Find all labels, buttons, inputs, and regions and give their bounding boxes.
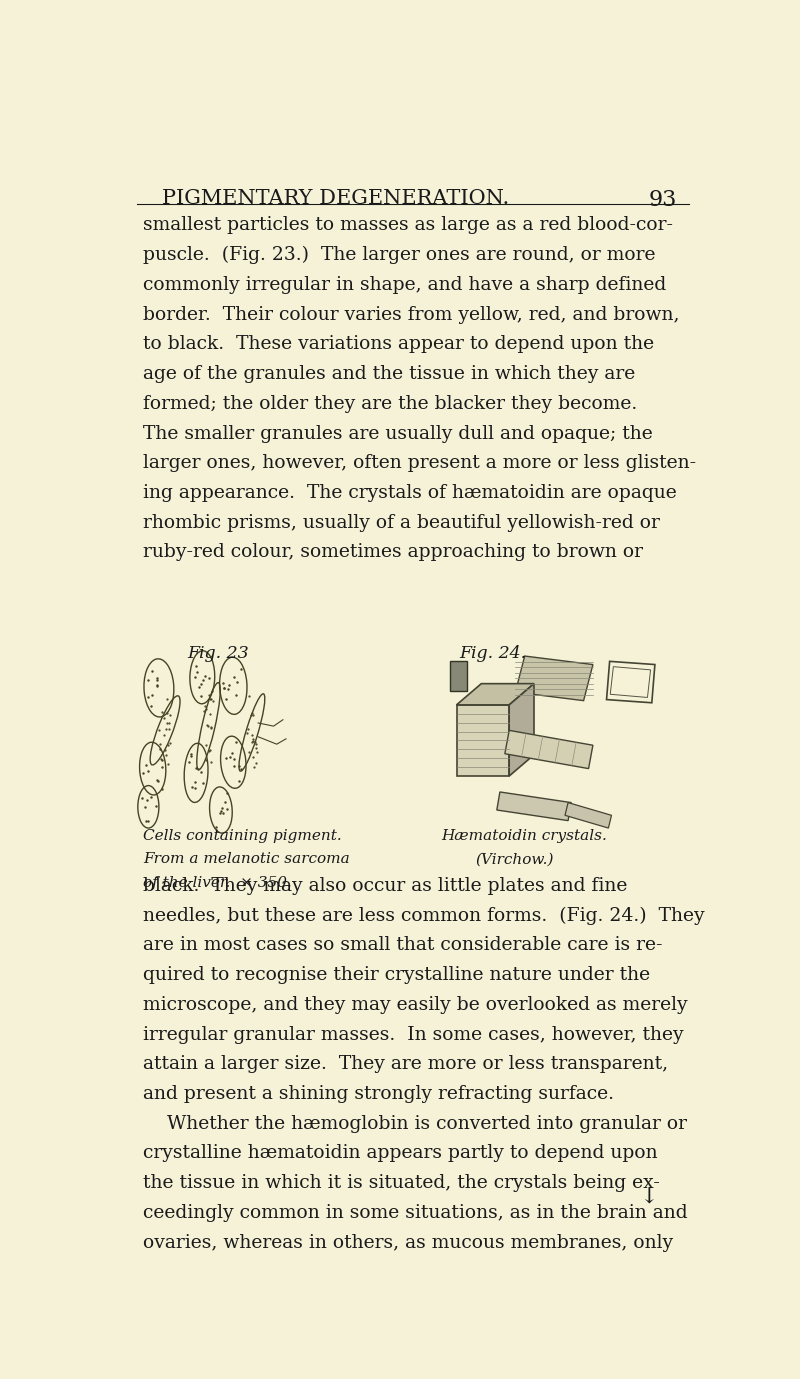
Text: ovaries, whereas in others, as mucous membranes, only: ovaries, whereas in others, as mucous me… [143, 1234, 674, 1252]
Polygon shape [457, 684, 534, 705]
Text: ruby-red colour, sometimes approaching to brown or: ruby-red colour, sometimes approaching t… [143, 543, 643, 561]
Text: larger ones, however, often present a more or less glisten-: larger ones, however, often present a mo… [143, 454, 697, 472]
Text: are in most cases so small that considerable care is re-: are in most cases so small that consider… [143, 936, 663, 954]
Text: Fig. 23: Fig. 23 [187, 645, 249, 662]
Polygon shape [606, 662, 655, 703]
Text: Cells containing pigment.: Cells containing pigment. [143, 829, 342, 843]
Polygon shape [450, 662, 467, 691]
Polygon shape [497, 792, 571, 821]
Text: and present a shining strongly refracting surface.: and present a shining strongly refractin… [143, 1085, 614, 1103]
Text: the tissue in which it is situated, the crystals being ex-: the tissue in which it is situated, the … [143, 1175, 660, 1193]
Text: puscle.  (Fig. 23.)  The larger ones are round, or more: puscle. (Fig. 23.) The larger ones are r… [143, 247, 656, 265]
Text: Hæmatoidin crystals.: Hæmatoidin crystals. [441, 829, 607, 843]
Text: (Virchow.): (Virchow.) [475, 852, 554, 866]
Text: rhombic prisms, usually of a beautiful yellowish-red or: rhombic prisms, usually of a beautiful y… [143, 514, 660, 532]
Text: Fig. 24.: Fig. 24. [459, 645, 526, 662]
Text: crystalline hæmatoidin appears partly to depend upon: crystalline hæmatoidin appears partly to… [143, 1145, 658, 1162]
Text: irregular granular masses.  In some cases, however, they: irregular granular masses. In some cases… [143, 1026, 684, 1044]
Text: microscope, and they may easily be overlooked as merely: microscope, and they may easily be overl… [143, 996, 688, 1014]
Text: The smaller granules are usually dull and opaque; the: The smaller granules are usually dull an… [143, 425, 653, 443]
Text: Whether the hæmoglobin is converted into granular or: Whether the hæmoglobin is converted into… [143, 1114, 687, 1132]
Polygon shape [515, 656, 593, 701]
Text: From a melanotic sarcoma: From a melanotic sarcoma [143, 852, 350, 866]
Text: ceedingly common in some situations, as in the brain and: ceedingly common in some situations, as … [143, 1204, 688, 1222]
Text: quired to recognise their crystalline nature under the: quired to recognise their crystalline na… [143, 967, 650, 985]
Polygon shape [505, 731, 593, 768]
Polygon shape [510, 684, 534, 776]
Text: needles, but these are less common forms.  (Fig. 24.)  They: needles, but these are less common forms… [143, 906, 705, 925]
Text: PIGMENTARY DEGENERATION.: PIGMENTARY DEGENERATION. [162, 189, 510, 208]
Text: to black.  These variations appear to depend upon the: to black. These variations appear to dep… [143, 335, 654, 353]
Text: of the liver.  × 350.: of the liver. × 350. [143, 876, 292, 889]
Text: ↓: ↓ [639, 1186, 658, 1208]
Text: formed; the older they are the blacker they become.: formed; the older they are the blacker t… [143, 394, 638, 412]
Text: attain a larger size.  They are more or less transparent,: attain a larger size. They are more or l… [143, 1055, 669, 1073]
Text: smallest particles to masses as large as a red blood-cor-: smallest particles to masses as large as… [143, 217, 674, 234]
Text: commonly irregular in shape, and have a sharp defined: commonly irregular in shape, and have a … [143, 276, 666, 294]
Text: black.  They may also occur as little plates and fine: black. They may also occur as little pla… [143, 877, 628, 895]
Text: 93: 93 [648, 189, 677, 211]
Text: age of the granules and the tissue in which they are: age of the granules and the tissue in wh… [143, 365, 636, 383]
Polygon shape [610, 666, 650, 698]
Text: border.  Their colour varies from yellow, red, and brown,: border. Their colour varies from yellow,… [143, 306, 680, 324]
Polygon shape [565, 803, 611, 827]
Polygon shape [457, 705, 510, 776]
Text: ing appearance.  The crystals of hæmatoidin are opaque: ing appearance. The crystals of hæmatoid… [143, 484, 677, 502]
